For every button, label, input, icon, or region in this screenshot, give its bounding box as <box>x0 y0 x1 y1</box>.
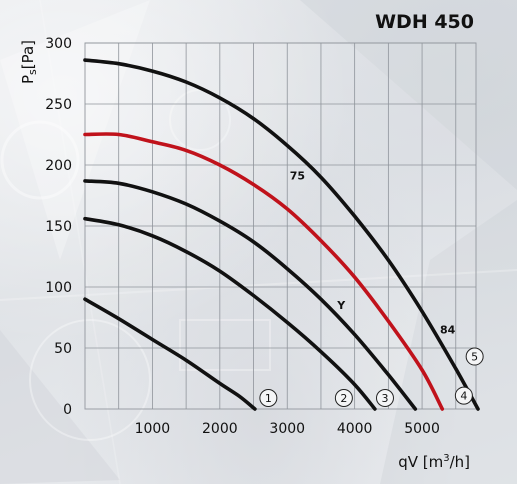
curve-number-label: 2 <box>340 392 347 405</box>
curve-number-circle <box>465 347 484 366</box>
x-tick-label: 3000 <box>269 421 305 437</box>
y-tick-label: 100 <box>45 280 72 296</box>
curve-number-label: 1 <box>265 392 272 405</box>
y-tick-label: 300 <box>45 36 72 52</box>
y-axis-label-unit: [Pa] <box>19 40 37 69</box>
y-axis-label-main: P <box>19 75 37 84</box>
annotations: 75 Y 84 1 2 3 4 5 <box>259 170 484 408</box>
y-axis-label-sub: s <box>26 69 39 75</box>
curve-number-circle <box>334 389 353 408</box>
y-tick-label: 50 <box>54 341 72 357</box>
tick-labels: 1000 2000 3000 4000 5000 0 50 100 150 200 250 300 <box>45 36 440 437</box>
curve-1 <box>83 297 257 411</box>
curve-annotation: 75 <box>290 170 305 183</box>
x-axis-label: qV [m3/h] <box>398 453 470 471</box>
curve-3 <box>83 179 418 411</box>
y-tick-label: 250 <box>45 97 72 113</box>
chart-title: WDH 450 <box>375 11 474 33</box>
x-tick-label: 2000 <box>202 421 238 437</box>
curve-annotation: 84 <box>440 323 456 336</box>
curve-5 <box>83 58 480 411</box>
curve-number-label: 3 <box>381 392 388 405</box>
x-axis-label-end: /h] <box>450 453 470 471</box>
x-axis-label-sup: 3 <box>443 453 449 464</box>
curve-2 <box>83 216 377 411</box>
x-tick-label: 4000 <box>337 421 373 437</box>
y-tick-label: 200 <box>45 158 72 174</box>
x-axis-label-main: qV [m <box>398 453 443 471</box>
grid <box>84 42 477 410</box>
curve-number-label: 5 <box>471 351 478 364</box>
curve-number-label: 4 <box>460 390 467 403</box>
y-tick-label: 0 <box>63 402 72 418</box>
curve-number-circle <box>375 389 394 408</box>
x-tick-label: 5000 <box>404 421 440 437</box>
curve-annotation: Y <box>336 299 346 312</box>
y-tick-label: 150 <box>45 219 72 235</box>
x-tick-label: 1000 <box>135 421 171 437</box>
curve-number-circle <box>454 386 473 405</box>
y-axis-label: Ps[Pa] <box>19 40 39 84</box>
curve-4 <box>83 132 445 411</box>
curve-number-circle <box>259 389 278 408</box>
curves <box>83 58 480 411</box>
